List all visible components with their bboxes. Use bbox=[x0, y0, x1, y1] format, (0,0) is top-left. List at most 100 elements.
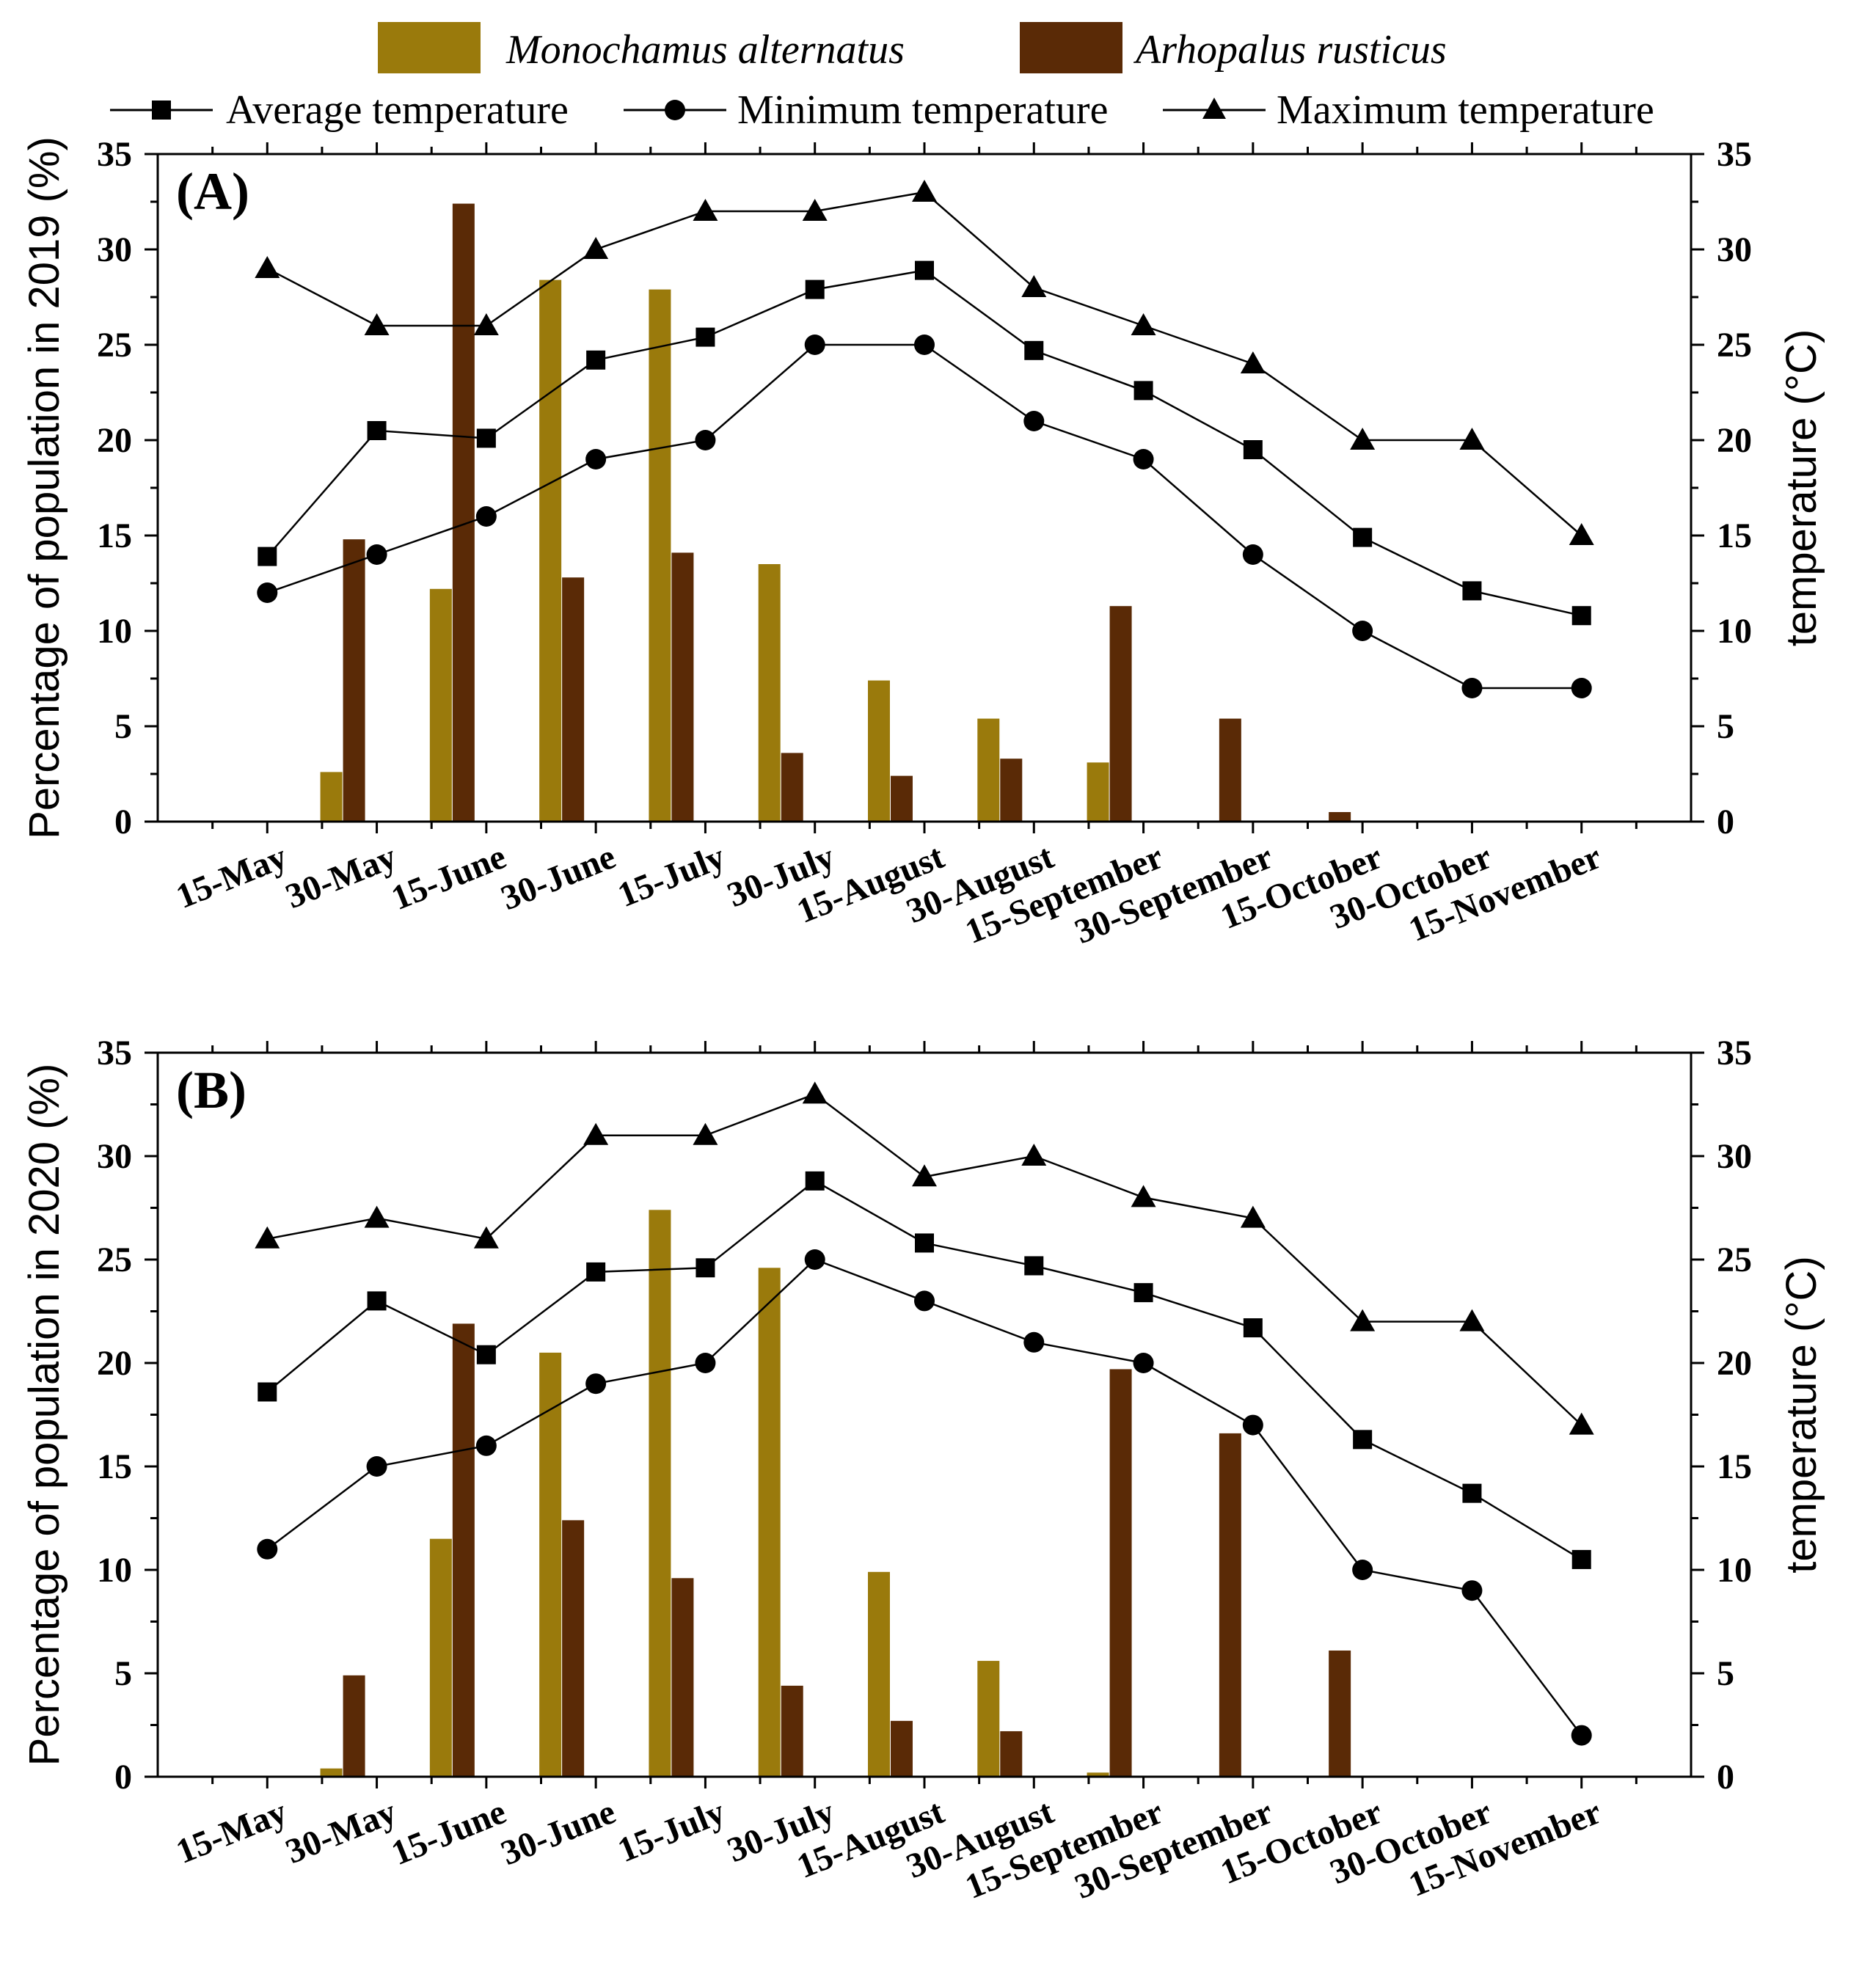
legend-swatch-arhopalus bbox=[1020, 22, 1122, 73]
bar-monochamus bbox=[977, 1661, 1000, 1777]
point-minimum bbox=[695, 430, 716, 450]
bar-arhopalus bbox=[781, 753, 803, 822]
point-maximum bbox=[473, 1226, 499, 1249]
bar-monochamus bbox=[539, 279, 562, 822]
point-average bbox=[1462, 1483, 1482, 1503]
point-average bbox=[476, 1345, 496, 1364]
point-average bbox=[367, 421, 387, 440]
point-maximum bbox=[1240, 1205, 1266, 1228]
y2-tick-label: 5 bbox=[1717, 1654, 1734, 1693]
bar-monochamus bbox=[868, 680, 890, 822]
y-axis-label: Percentage of population in 2020 (%) bbox=[21, 1064, 68, 1766]
point-maximum bbox=[912, 180, 937, 202]
point-minimum bbox=[914, 335, 935, 355]
bar-arhopalus bbox=[562, 577, 585, 822]
bar-monochamus bbox=[429, 588, 452, 822]
point-minimum bbox=[1133, 449, 1154, 469]
bar-monochamus bbox=[1087, 762, 1109, 822]
bar-monochamus bbox=[539, 1352, 562, 1777]
legend-item-minimum-temperature[interactable]: Minimum temperature bbox=[624, 87, 1108, 133]
legend-label-monochamus: Monochamus alternatus bbox=[505, 27, 905, 73]
point-average bbox=[1353, 1430, 1373, 1450]
point-minimum bbox=[585, 449, 607, 469]
bar-arhopalus bbox=[452, 203, 475, 822]
point-minimum bbox=[1133, 1353, 1154, 1373]
bar-monochamus bbox=[429, 1538, 452, 1777]
y2-axis-label: temperature (°C) bbox=[1778, 329, 1825, 647]
point-minimum bbox=[1571, 678, 1592, 698]
y2-tick-label: 0 bbox=[1717, 803, 1734, 841]
point-minimum bbox=[257, 1538, 278, 1560]
point-average bbox=[696, 327, 715, 347]
y-tick-label: 35 bbox=[97, 135, 132, 174]
point-maximum bbox=[1240, 351, 1266, 373]
y2-tick-label: 0 bbox=[1717, 1758, 1734, 1797]
point-minimum bbox=[914, 1290, 935, 1312]
panel-label: (A) bbox=[176, 162, 249, 221]
point-maximum bbox=[1021, 1144, 1047, 1166]
bar-arhopalus bbox=[671, 552, 694, 822]
point-minimum bbox=[1461, 1580, 1483, 1601]
panel-label: (B) bbox=[176, 1061, 247, 1119]
point-average bbox=[258, 1382, 277, 1402]
bar-arhopalus bbox=[891, 775, 913, 822]
bar-arhopalus bbox=[1109, 1369, 1132, 1777]
y2-tick-label: 15 bbox=[1717, 1447, 1752, 1486]
point-minimum bbox=[475, 1435, 497, 1456]
legend-swatch-monochamus bbox=[378, 22, 481, 73]
bar-arhopalus bbox=[1000, 1731, 1023, 1777]
point-average bbox=[258, 547, 277, 566]
y-tick-label: 20 bbox=[97, 1344, 132, 1383]
point-maximum bbox=[1021, 275, 1047, 297]
point-average bbox=[1133, 381, 1153, 401]
point-average bbox=[367, 1291, 387, 1311]
y2-tick-label: 20 bbox=[1717, 421, 1752, 460]
legend-item-maximum-temperature[interactable]: Maximum temperature bbox=[1163, 87, 1654, 133]
point-average bbox=[805, 1171, 825, 1191]
point-maximum bbox=[1569, 1412, 1594, 1435]
point-minimum bbox=[585, 1373, 607, 1395]
point-maximum bbox=[693, 199, 718, 221]
y2-tick-label: 5 bbox=[1717, 707, 1734, 746]
y-tick-label: 20 bbox=[97, 421, 132, 460]
bar-monochamus bbox=[649, 289, 671, 822]
bar-monochamus bbox=[758, 1268, 781, 1777]
bar-monochamus bbox=[977, 718, 1000, 822]
point-average bbox=[915, 260, 934, 280]
bar-monochamus bbox=[1087, 1772, 1109, 1777]
bar-arhopalus bbox=[891, 1720, 913, 1777]
point-average bbox=[1571, 1549, 1591, 1569]
y2-tick-label: 35 bbox=[1717, 1034, 1752, 1072]
point-average bbox=[915, 1233, 934, 1253]
marker-group bbox=[255, 1081, 1594, 1746]
legend-item-average-temperature[interactable]: Average temperature bbox=[110, 87, 569, 133]
point-maximum bbox=[1569, 523, 1594, 545]
point-average bbox=[1133, 1283, 1153, 1303]
point-average bbox=[1353, 527, 1373, 547]
y-tick-label: 35 bbox=[97, 1034, 132, 1072]
legend: Monochamus alternatus Arhopalus rusticus… bbox=[110, 22, 1654, 133]
legend-label-arhopalus: Arhopalus rusticus bbox=[1133, 27, 1447, 73]
legend-item-arhopalus[interactable]: Arhopalus rusticus bbox=[1020, 22, 1447, 73]
bar-arhopalus bbox=[562, 1520, 585, 1777]
bar-arhopalus bbox=[343, 539, 365, 822]
legend-item-monochamus[interactable]: Monochamus alternatus bbox=[378, 22, 905, 73]
point-minimum bbox=[475, 506, 497, 527]
point-average bbox=[1571, 606, 1591, 626]
point-maximum bbox=[1350, 1309, 1376, 1331]
y-axis-label: Percentage of population in 2019 (%) bbox=[21, 136, 68, 839]
bar-arhopalus bbox=[1109, 606, 1132, 822]
point-minimum bbox=[804, 335, 825, 355]
legend-label-minimum: Minimum temperature bbox=[737, 87, 1108, 133]
point-average bbox=[1243, 440, 1263, 459]
y-tick-label: 30 bbox=[97, 1137, 132, 1176]
y2-tick-label: 10 bbox=[1717, 1551, 1752, 1590]
point-average bbox=[476, 428, 496, 448]
bar-arhopalus bbox=[1329, 1650, 1351, 1777]
bar-monochamus bbox=[320, 772, 343, 822]
point-average bbox=[586, 350, 606, 370]
bar-arhopalus bbox=[1219, 718, 1241, 822]
y-tick-label: 5 bbox=[114, 1654, 132, 1693]
y-tick-label: 10 bbox=[97, 1551, 132, 1590]
